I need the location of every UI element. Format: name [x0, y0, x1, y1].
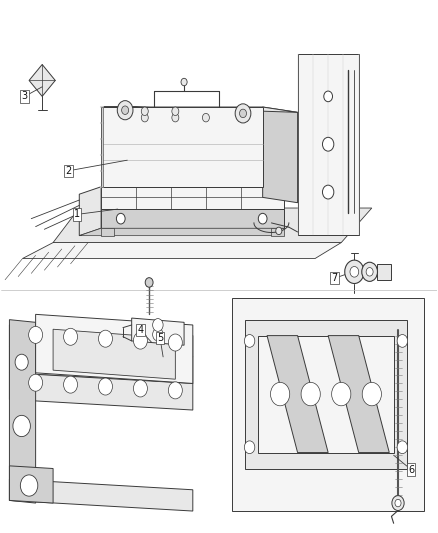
- Circle shape: [395, 499, 401, 507]
- Polygon shape: [297, 54, 359, 235]
- Circle shape: [141, 107, 148, 116]
- Circle shape: [145, 278, 153, 287]
- Circle shape: [28, 326, 42, 343]
- Text: 1: 1: [74, 209, 80, 220]
- Circle shape: [172, 107, 179, 116]
- Polygon shape: [53, 329, 175, 379]
- Circle shape: [172, 114, 179, 122]
- Circle shape: [362, 262, 378, 281]
- Polygon shape: [258, 336, 394, 453]
- Circle shape: [324, 91, 332, 102]
- Circle shape: [345, 260, 364, 284]
- Text: 5: 5: [157, 333, 163, 343]
- Circle shape: [134, 380, 148, 397]
- Polygon shape: [272, 228, 285, 236]
- Circle shape: [134, 332, 148, 349]
- Polygon shape: [29, 64, 55, 96]
- Circle shape: [397, 441, 408, 454]
- Polygon shape: [267, 336, 328, 453]
- Circle shape: [276, 227, 282, 235]
- Circle shape: [168, 382, 182, 399]
- Circle shape: [122, 106, 129, 115]
- Circle shape: [244, 335, 255, 348]
- Polygon shape: [79, 187, 101, 236]
- Circle shape: [322, 138, 334, 151]
- Circle shape: [244, 441, 255, 454]
- Circle shape: [99, 378, 113, 395]
- Circle shape: [117, 213, 125, 224]
- Circle shape: [15, 354, 28, 370]
- Circle shape: [392, 496, 404, 511]
- Circle shape: [258, 213, 267, 224]
- Polygon shape: [10, 373, 193, 410]
- Circle shape: [366, 268, 373, 276]
- Text: 6: 6: [408, 465, 414, 474]
- Polygon shape: [101, 107, 297, 112]
- Circle shape: [350, 266, 359, 277]
- Circle shape: [235, 104, 251, 123]
- Polygon shape: [101, 107, 103, 187]
- Circle shape: [301, 382, 320, 406]
- Polygon shape: [53, 208, 372, 243]
- Circle shape: [240, 109, 247, 118]
- Circle shape: [28, 374, 42, 391]
- Circle shape: [152, 319, 163, 332]
- Text: 7: 7: [332, 273, 338, 283]
- Circle shape: [99, 330, 113, 347]
- Polygon shape: [101, 107, 263, 187]
- Circle shape: [64, 328, 78, 345]
- Polygon shape: [245, 320, 407, 469]
- Polygon shape: [328, 336, 389, 453]
- Polygon shape: [35, 314, 193, 383]
- Circle shape: [168, 334, 182, 351]
- Circle shape: [332, 382, 351, 406]
- Circle shape: [20, 475, 38, 496]
- Text: 2: 2: [65, 166, 71, 176]
- Circle shape: [322, 185, 334, 199]
- Polygon shape: [22, 243, 341, 259]
- Polygon shape: [10, 320, 35, 503]
- Polygon shape: [101, 187, 285, 209]
- Circle shape: [271, 382, 290, 406]
- Polygon shape: [132, 318, 184, 345]
- Polygon shape: [10, 466, 53, 503]
- Text: 3: 3: [21, 91, 28, 101]
- Polygon shape: [101, 228, 114, 236]
- Circle shape: [397, 335, 408, 348]
- Polygon shape: [10, 325, 193, 357]
- Bar: [378, 264, 391, 280]
- Circle shape: [117, 101, 133, 120]
- Polygon shape: [232, 298, 424, 511]
- Polygon shape: [79, 228, 285, 236]
- Polygon shape: [10, 346, 193, 383]
- Circle shape: [13, 415, 30, 437]
- Circle shape: [181, 78, 187, 86]
- Circle shape: [202, 114, 209, 122]
- Polygon shape: [263, 107, 297, 203]
- Text: 4: 4: [138, 325, 144, 335]
- Circle shape: [141, 114, 148, 122]
- Polygon shape: [10, 479, 193, 511]
- Polygon shape: [101, 209, 285, 228]
- Circle shape: [362, 382, 381, 406]
- Circle shape: [64, 376, 78, 393]
- Circle shape: [152, 328, 163, 341]
